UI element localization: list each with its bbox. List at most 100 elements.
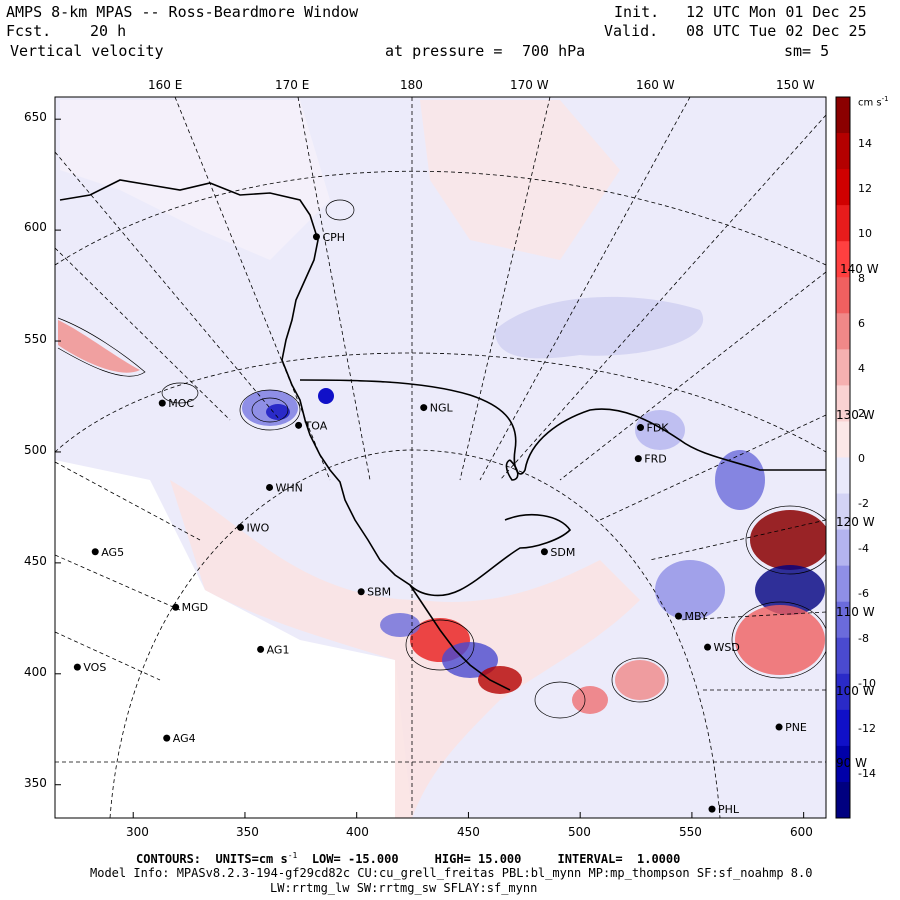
units-label: UNITS=cm s bbox=[215, 852, 288, 866]
graticule bbox=[55, 97, 826, 818]
colorbar-label: -6 bbox=[858, 587, 869, 600]
station-marker bbox=[634, 455, 642, 463]
colorbar-swatch bbox=[836, 493, 850, 531]
station-sdm: SDM bbox=[540, 546, 575, 559]
high-value: 15.000 bbox=[478, 852, 522, 866]
coastline bbox=[59, 179, 826, 691]
pressure-value: 700 hPa bbox=[522, 42, 586, 60]
colorbar-label: -8 bbox=[858, 632, 869, 645]
colorbar-label: -10 bbox=[858, 677, 876, 690]
station-toa: TOA bbox=[295, 419, 328, 432]
forecast-hour: 20 h bbox=[90, 22, 127, 40]
station-layer: CPH MOC TOA NGL WHN IWO AG5 SDM SBM MGD AG1 VOS AG4 F… bbox=[73, 231, 807, 816]
station-wsd: WSD bbox=[704, 641, 740, 654]
colorbar-swatch bbox=[836, 781, 850, 819]
lon-label-160w: 160 W bbox=[636, 78, 675, 92]
x-tick-label-350: 350 bbox=[236, 825, 259, 839]
station-label: MGD bbox=[182, 601, 209, 614]
station-label: AG1 bbox=[267, 643, 290, 656]
station-label: MBY bbox=[685, 610, 708, 623]
meridian-label-120w: 120 W bbox=[836, 515, 875, 529]
valid-label: Valid. bbox=[604, 22, 659, 40]
station-marker bbox=[357, 588, 365, 596]
low-value: -15.000 bbox=[347, 852, 399, 866]
field-patch-red-west bbox=[58, 320, 140, 373]
footer-contours: CONTOURS: UNITS=cm s-1 LOW= -15.000 HIGH… bbox=[136, 851, 680, 866]
station-marker bbox=[257, 645, 265, 653]
colorbar-frame bbox=[835, 96, 851, 819]
station-marker bbox=[420, 404, 428, 412]
station-label: VOS bbox=[83, 661, 106, 674]
colorbar-label: -12 bbox=[858, 722, 876, 735]
colorbar-units-text: cm s bbox=[858, 97, 882, 109]
strong-updraft-features bbox=[242, 388, 826, 714]
station-mgd: MGD bbox=[172, 601, 208, 614]
colorbar-label: 10 bbox=[858, 227, 872, 240]
no-data-region bbox=[55, 460, 412, 818]
pink-field-band bbox=[170, 480, 640, 818]
station-phl: PHL bbox=[708, 803, 740, 816]
x-tick-label-600: 600 bbox=[790, 825, 813, 839]
y-tick-label-650: 650 bbox=[24, 110, 47, 124]
station-marker bbox=[91, 548, 99, 556]
colorbar-swatch bbox=[836, 277, 850, 314]
station-label: AG5 bbox=[101, 546, 124, 559]
station-label: MOC bbox=[168, 397, 194, 410]
station-ngl: NGL bbox=[420, 402, 453, 415]
colorbar-units: cm s-1 bbox=[858, 95, 889, 108]
map-plot-area bbox=[55, 97, 826, 818]
meridian-label-130w: 130 W bbox=[836, 408, 875, 422]
station-label: SBM bbox=[367, 586, 391, 599]
model-info-line2: LW:rrtmg_lw SW:rrtmg_sw SFLAY:sf_mynn bbox=[270, 881, 538, 895]
low-label: LOW= bbox=[311, 852, 341, 866]
station-mby: MBY bbox=[675, 610, 708, 623]
station-marker bbox=[158, 399, 166, 407]
station-marker bbox=[266, 483, 274, 491]
station-ag1: AG1 bbox=[257, 643, 289, 656]
field-name: Vertical velocity bbox=[10, 42, 164, 60]
colorbar: 14 12 10 8 6 4 2 0 -2 -4 -6 -8 -10 -12 -14 bbox=[835, 96, 876, 819]
station-label: FRD bbox=[644, 453, 666, 466]
station-marker bbox=[236, 523, 244, 531]
init-label: Init. bbox=[614, 3, 660, 21]
field-patch-nw bbox=[60, 100, 330, 260]
contour-lines bbox=[57, 199, 826, 719]
model-info-line1: Model Info: MPASv8.2.3-194-gf29cd82c CU:… bbox=[90, 866, 813, 880]
lon-label-180: 180 bbox=[400, 78, 423, 92]
lon-label-170w: 170 W bbox=[510, 78, 549, 92]
station-marker bbox=[172, 603, 180, 611]
colorbar-label: -4 bbox=[858, 542, 869, 555]
x-tick-label-450: 450 bbox=[457, 825, 480, 839]
colorbar-label: 2 bbox=[858, 407, 865, 420]
station-ag4: AG4 bbox=[163, 732, 196, 745]
colorbar-swatch bbox=[836, 421, 850, 458]
field-patch-blue-north bbox=[495, 296, 704, 359]
interval-label: INTERVAL= bbox=[557, 852, 623, 866]
station-marker bbox=[312, 233, 320, 241]
interval-value: 1.0000 bbox=[637, 852, 681, 866]
colorbar-swatch bbox=[836, 457, 850, 495]
station-label: IWO bbox=[246, 521, 269, 534]
y-tick-label-600: 600 bbox=[24, 220, 47, 234]
x-tick-label-500: 500 bbox=[568, 825, 591, 839]
station-label: CPH bbox=[322, 231, 345, 244]
station-pne: PNE bbox=[775, 721, 807, 734]
colorbar-swatch bbox=[836, 637, 850, 675]
colorbar-label: 4 bbox=[858, 362, 865, 375]
colorbar-swatch bbox=[836, 169, 850, 206]
station-fdk: FDK bbox=[637, 422, 669, 435]
init-time: 12 UTC Mon 01 Dec 25 bbox=[686, 3, 867, 21]
station-marker bbox=[675, 612, 683, 620]
meridian-label-90w: 90 W bbox=[836, 756, 867, 770]
meridian-label-110w: 110 W bbox=[836, 605, 875, 619]
high-label: HIGH= bbox=[434, 852, 471, 866]
colorbar-label: 6 bbox=[858, 317, 865, 330]
axis-ticks bbox=[55, 118, 805, 818]
colorbar-swatch bbox=[836, 313, 850, 350]
valid-time: 08 UTC Tue 02 Dec 25 bbox=[686, 22, 867, 40]
colorbar-swatch bbox=[836, 745, 850, 783]
station-label: PNE bbox=[785, 721, 807, 734]
colorbar-swatch bbox=[836, 709, 850, 747]
x-tick-label-300: 300 bbox=[126, 825, 149, 839]
